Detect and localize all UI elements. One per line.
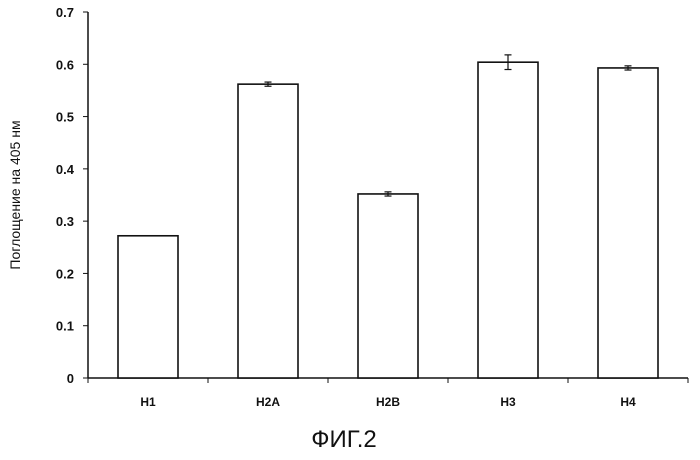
y-tick-label: 0.3 bbox=[56, 214, 74, 229]
error-bars bbox=[265, 55, 632, 196]
bar-h3 bbox=[478, 62, 538, 378]
x-tick-label-h2b: H2B bbox=[376, 395, 400, 409]
y-tick-label: 0.5 bbox=[56, 110, 74, 125]
figure-caption: ФИГ.2 bbox=[311, 426, 377, 453]
x-tick-label-h4: H4 bbox=[620, 395, 636, 409]
y-tick-label: 0.6 bbox=[56, 57, 74, 72]
x-tick-labels: H1 H2A H2B H3 H4 bbox=[140, 395, 636, 409]
bar-h2b bbox=[358, 194, 418, 378]
bar-h2a bbox=[238, 84, 298, 378]
y-tick-label: 0.4 bbox=[56, 162, 75, 177]
y-axis-label: Поглощение на 405 нм bbox=[7, 120, 23, 269]
y-ticks: 0 0.1 0.2 0.3 0.4 0.5 0.6 0.7 bbox=[56, 5, 88, 386]
y-tick-label: 0.7 bbox=[56, 5, 74, 20]
y-tick-label: 0 bbox=[67, 371, 74, 386]
bars bbox=[118, 62, 658, 378]
x-tick-label-h3: H3 bbox=[500, 395, 516, 409]
bar-h1 bbox=[118, 236, 178, 378]
x-tick-label-h2a: H2A bbox=[256, 395, 280, 409]
y-tick-label: 0.1 bbox=[56, 319, 74, 334]
bar-h4 bbox=[598, 68, 658, 378]
y-tick-label: 0.2 bbox=[56, 266, 74, 281]
x-tick-label-h1: H1 bbox=[140, 395, 156, 409]
